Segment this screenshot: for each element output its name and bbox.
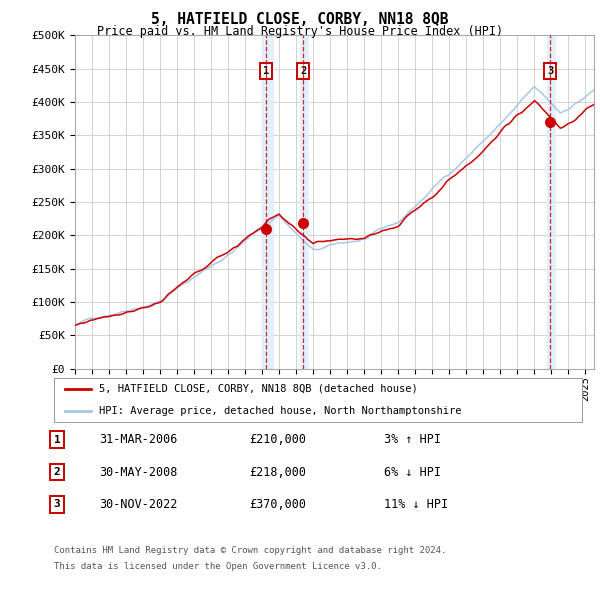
Text: 3: 3 xyxy=(53,500,61,509)
Text: 1: 1 xyxy=(53,435,61,444)
Text: £370,000: £370,000 xyxy=(249,498,306,511)
Text: This data is licensed under the Open Government Licence v3.0.: This data is licensed under the Open Gov… xyxy=(54,562,382,571)
Text: 3% ↑ HPI: 3% ↑ HPI xyxy=(384,433,441,446)
Bar xyxy=(301,35,309,369)
Text: 5, HATFIELD CLOSE, CORBY, NN18 8QB (detached house): 5, HATFIELD CLOSE, CORBY, NN18 8QB (deta… xyxy=(99,384,418,394)
Text: 2: 2 xyxy=(300,65,307,76)
Text: 30-MAY-2008: 30-MAY-2008 xyxy=(99,466,178,478)
Text: 5, HATFIELD CLOSE, CORBY, NN18 8QB: 5, HATFIELD CLOSE, CORBY, NN18 8QB xyxy=(151,12,449,27)
Text: 30-NOV-2022: 30-NOV-2022 xyxy=(99,498,178,511)
Text: 6% ↓ HPI: 6% ↓ HPI xyxy=(384,466,441,478)
Text: 3: 3 xyxy=(547,65,553,76)
Text: £210,000: £210,000 xyxy=(249,433,306,446)
Text: 2: 2 xyxy=(53,467,61,477)
Text: Price paid vs. HM Land Registry's House Price Index (HPI): Price paid vs. HM Land Registry's House … xyxy=(97,25,503,38)
Text: Contains HM Land Registry data © Crown copyright and database right 2024.: Contains HM Land Registry data © Crown c… xyxy=(54,546,446,555)
Text: 11% ↓ HPI: 11% ↓ HPI xyxy=(384,498,448,511)
Bar xyxy=(547,35,556,369)
Text: HPI: Average price, detached house, North Northamptonshire: HPI: Average price, detached house, Nort… xyxy=(99,406,461,416)
Bar xyxy=(262,35,274,369)
Text: 1: 1 xyxy=(263,65,269,76)
Text: £218,000: £218,000 xyxy=(249,466,306,478)
Text: 31-MAR-2006: 31-MAR-2006 xyxy=(99,433,178,446)
